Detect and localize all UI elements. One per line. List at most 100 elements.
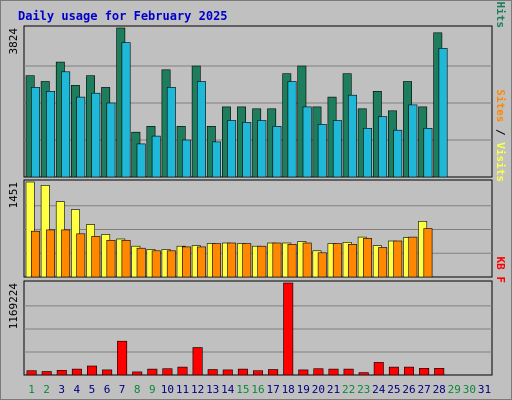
bar-files-day-6 bbox=[106, 102, 116, 178]
bar-kbytes-day-4 bbox=[71, 368, 82, 376]
bar-files-day-10 bbox=[166, 87, 176, 178]
bar-kbytes-day-15 bbox=[237, 368, 248, 376]
bar-files-day-14 bbox=[227, 120, 237, 178]
legend-entry: / bbox=[494, 0, 507, 2]
x-tick-label-day-24: 24 bbox=[372, 383, 386, 396]
bar-files-day-22 bbox=[347, 94, 357, 178]
bar-sites-day-26 bbox=[408, 236, 418, 278]
bar-sites-day-19 bbox=[302, 242, 312, 278]
bar-kbytes-day-13 bbox=[207, 369, 218, 376]
bar-sites-day-20 bbox=[317, 252, 327, 278]
legend-entry: Sites bbox=[494, 89, 507, 122]
bar-files-day-5 bbox=[91, 92, 101, 178]
legend-entry: Hits bbox=[494, 2, 507, 29]
bar-sites-day-27 bbox=[423, 228, 433, 278]
bar-kbytes-day-21 bbox=[328, 368, 339, 376]
bar-sites-day-25 bbox=[393, 240, 403, 278]
bar-files-day-11 bbox=[182, 139, 191, 178]
x-tick-label-day-17: 17 bbox=[266, 383, 279, 396]
legend-entry: KB F bbox=[494, 257, 507, 284]
bar-kbytes-day-22 bbox=[343, 368, 354, 376]
bar-sites-day-10 bbox=[166, 250, 176, 278]
bar-files-day-18 bbox=[287, 81, 297, 178]
x-tick-label-day-13: 13 bbox=[206, 383, 219, 396]
bar-files-day-3 bbox=[61, 71, 71, 178]
bar-sites-day-7 bbox=[121, 240, 131, 278]
bar-kbytes-day-23 bbox=[358, 372, 369, 376]
x-tick-label-day-4: 4 bbox=[73, 383, 80, 396]
bar-sites-day-2 bbox=[46, 229, 56, 278]
bar-files-day-17 bbox=[272, 126, 282, 178]
plot-area-kbytes bbox=[23, 280, 493, 376]
bar-files-day-21 bbox=[332, 120, 342, 178]
bar-kbytes-day-11 bbox=[177, 366, 188, 376]
x-tick-label-day-14: 14 bbox=[221, 383, 235, 396]
bar-kbytes-day-17 bbox=[268, 369, 279, 376]
x-tick-label-day-27: 27 bbox=[417, 383, 430, 396]
x-tick-label-day-11: 11 bbox=[176, 383, 189, 396]
x-tick-label-day-28: 28 bbox=[433, 383, 446, 396]
bar-kbytes-day-3 bbox=[56, 369, 67, 376]
bar-files-day-4 bbox=[76, 96, 86, 178]
bar-files-day-23 bbox=[363, 128, 372, 178]
chart-title: Daily usage for February 2025 bbox=[18, 9, 228, 23]
bar-kbytes-day-20 bbox=[313, 368, 324, 376]
bar-sites-day-6 bbox=[106, 240, 116, 278]
legend-hits-files-pages: Pages / Files / Hits bbox=[494, 0, 507, 28]
bar-files-day-15 bbox=[242, 122, 252, 178]
bar-kbytes-day-26 bbox=[403, 366, 414, 376]
bar-sites-day-12 bbox=[197, 246, 206, 278]
bar-sites-day-13 bbox=[212, 243, 221, 278]
bar-kbytes-day-18 bbox=[283, 282, 294, 376]
x-tick-label-day-2: 2 bbox=[43, 383, 50, 396]
bar-sites-day-5 bbox=[91, 236, 101, 278]
x-tick-label-day-10: 10 bbox=[161, 383, 174, 396]
bar-files-day-25 bbox=[393, 129, 403, 178]
bar-visits-day-1 bbox=[25, 181, 35, 278]
bar-files-day-9 bbox=[151, 135, 161, 178]
legend-entry: / bbox=[494, 122, 507, 142]
x-tick-label-day-26: 26 bbox=[402, 383, 415, 396]
bar-kbytes-day-6 bbox=[102, 369, 113, 376]
bar-kbytes-day-12 bbox=[192, 347, 203, 376]
bar-sites-day-14 bbox=[227, 242, 237, 278]
x-tick-label-day-31: 31 bbox=[478, 383, 491, 396]
bar-sites-day-9 bbox=[151, 250, 161, 278]
x-tick-label-day-30: 30 bbox=[463, 383, 476, 396]
bar-kbytes-day-25 bbox=[388, 366, 399, 376]
bar-files-day-7 bbox=[121, 42, 131, 178]
bar-kbytes-day-5 bbox=[87, 365, 98, 376]
bar-files-day-2 bbox=[46, 91, 56, 178]
bar-sites-day-17 bbox=[272, 242, 282, 278]
bar-kbytes-day-24 bbox=[373, 362, 384, 376]
bar-sites-day-23 bbox=[363, 238, 372, 278]
x-tick-label-day-21: 21 bbox=[327, 383, 340, 396]
bar-sites-day-22 bbox=[347, 244, 357, 278]
x-tick-label-day-6: 6 bbox=[104, 383, 111, 396]
bar-kbytes-day-7 bbox=[117, 340, 128, 376]
bar-sites-day-18 bbox=[287, 244, 297, 278]
bar-files-day-20 bbox=[317, 124, 327, 178]
bar-kbytes-day-8 bbox=[132, 371, 143, 376]
bar-files-day-12 bbox=[197, 81, 206, 178]
bar-kbytes-day-14 bbox=[222, 369, 233, 376]
bar-files-day-27 bbox=[423, 128, 433, 178]
bar-sites-day-1 bbox=[30, 230, 40, 278]
y-max-label-hits-files-pages: 3824 bbox=[7, 28, 20, 55]
bar-kbytes-day-19 bbox=[298, 369, 309, 376]
bar-kbytes-day-10 bbox=[162, 368, 173, 376]
bar-sites-day-4 bbox=[76, 233, 86, 278]
bar-files-day-8 bbox=[136, 143, 146, 178]
y-max-label-kbytes: 1169224 bbox=[7, 283, 20, 330]
legend-entry: Visits bbox=[494, 142, 507, 182]
bar-kbytes-day-9 bbox=[147, 368, 158, 376]
bar-sites-day-24 bbox=[378, 247, 388, 278]
bar-files-day-28 bbox=[438, 48, 448, 178]
bar-sites-day-21 bbox=[332, 243, 342, 278]
bar-kbytes-day-2 bbox=[41, 371, 52, 376]
x-tick-label-day-19: 19 bbox=[297, 383, 310, 396]
legend-kbytes: KB F bbox=[494, 257, 507, 284]
bar-sites-day-16 bbox=[257, 245, 267, 278]
x-tick-label-day-8: 8 bbox=[134, 383, 141, 396]
